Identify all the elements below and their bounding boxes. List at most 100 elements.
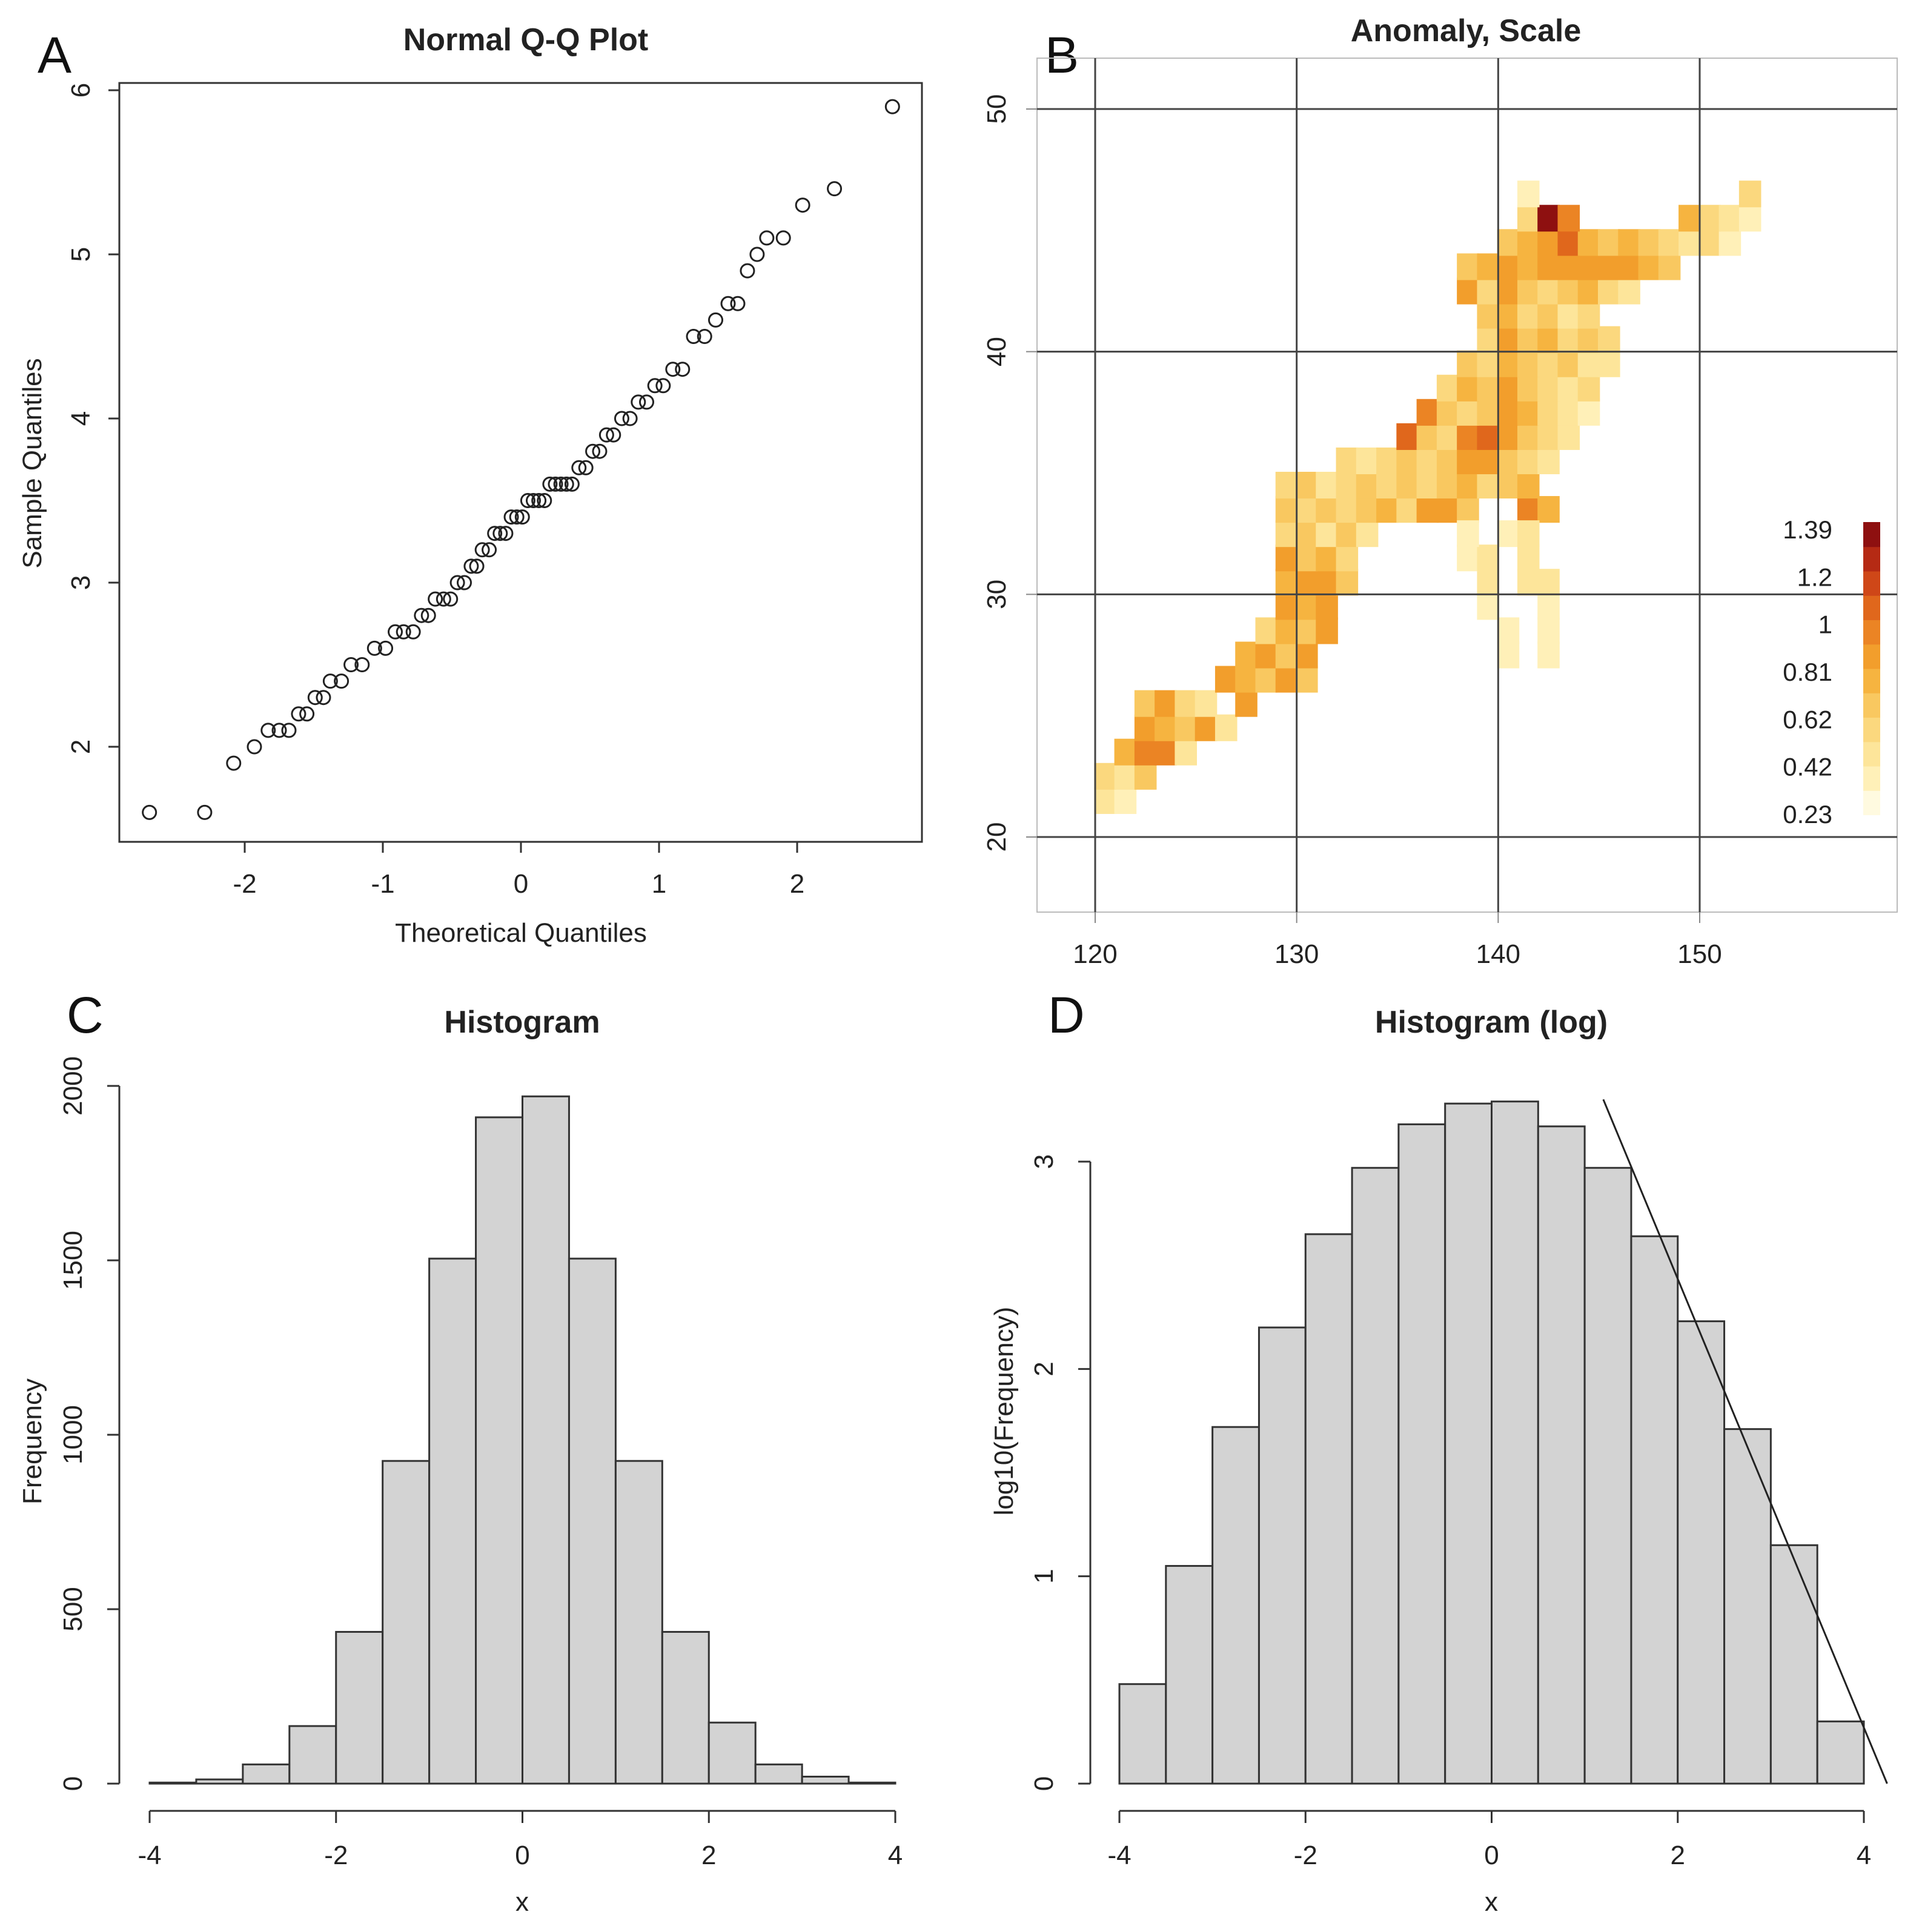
heatmap-cell [1738, 180, 1761, 208]
heatmap-cell [1537, 326, 1560, 353]
histogram-bar [195, 1778, 244, 1785]
legend-swatch [1863, 595, 1880, 620]
heatmap-cell [1598, 253, 1620, 280]
heatmap-cell [1457, 496, 1479, 523]
heatmap-cell [1557, 229, 1580, 256]
heatmap-cell [1718, 229, 1741, 256]
histogram-bar [1118, 1683, 1167, 1785]
qq-point [585, 443, 601, 459]
histogram-bar [1165, 1565, 1214, 1785]
heatmap-cell [1134, 738, 1157, 766]
heatmap-cell [1638, 253, 1661, 280]
heatmap-cell [1577, 302, 1600, 329]
y-tick-label: 3 [66, 575, 96, 590]
histogram-bar [522, 1095, 570, 1785]
legend-label: 1.39 [1783, 515, 1832, 544]
y-tick-label: 0 [58, 1776, 88, 1791]
heatmap-cell [1678, 205, 1701, 232]
qq-point [622, 411, 638, 426]
heatmap-cell [1416, 496, 1439, 523]
heatmap-cell [1497, 471, 1520, 499]
qq-point [307, 690, 323, 706]
heatmap-cell [1275, 471, 1298, 499]
qq-point [457, 575, 472, 591]
histogram-bars [148, 1095, 896, 1785]
histogram-bar [1491, 1100, 1539, 1785]
qq-point [260, 723, 276, 738]
x-axis: 120 130 140 150 [1073, 912, 1722, 969]
qq-point [578, 460, 594, 475]
y-tick-label: 40 [982, 337, 1012, 366]
heatmap-cell [1517, 447, 1540, 475]
x-axis: -4 -2 0 2 4 [138, 1810, 903, 1870]
x-tick-label: 4 [1857, 1841, 1871, 1870]
heatmap-cell [1517, 496, 1540, 523]
heatmap-cell [1618, 229, 1640, 256]
x-tick-label: -4 [138, 1841, 161, 1870]
qq-point [474, 542, 490, 558]
histogram-bar [1444, 1102, 1493, 1785]
heatmap-cell [1356, 496, 1379, 523]
histogram-bar [1537, 1125, 1586, 1785]
heatmap-cell [1557, 399, 1580, 426]
heatmap-cell [1215, 714, 1238, 741]
heatmap-cell [1114, 738, 1137, 766]
panel-c-histogram: C Histogram -4 -2 0 2 4 0 500 1000 1500 2000 x F… [18, 987, 903, 1917]
legend-label: 0.62 [1783, 705, 1832, 733]
heatmap-cell [1517, 399, 1540, 426]
heatmap-cell [1175, 714, 1197, 741]
heatmap-cell [1577, 374, 1600, 402]
x-tick-label: 150 [1677, 939, 1722, 969]
qq-point [482, 542, 497, 558]
qq-point [469, 558, 485, 574]
qq-point [322, 673, 338, 689]
histogram-bar [614, 1460, 663, 1785]
qq-point [366, 640, 382, 656]
x-axis: -2 -1 0 1 2 [233, 841, 804, 899]
heatmap-cell [1577, 326, 1600, 353]
heatmap-cell [1497, 229, 1520, 256]
y-tick-label: 2 [66, 739, 96, 754]
heatmap-cell [1195, 690, 1218, 717]
heatmap-cell [1698, 229, 1721, 256]
legend-label: 0.23 [1783, 800, 1832, 829]
legend-swatch [1863, 644, 1880, 669]
legend-label: 1.2 [1797, 563, 1832, 591]
qq-point [558, 476, 574, 492]
y-tick-label: 1 [1029, 1569, 1059, 1583]
qq-point [281, 723, 297, 738]
qq-point [526, 493, 542, 508]
chart-title: Anomaly, Scale [1351, 13, 1582, 48]
heatmap-cell [1497, 374, 1520, 402]
heatmap-cell [1275, 641, 1298, 669]
heatmap-cell [1497, 350, 1520, 377]
y-tick-label: 1500 [58, 1231, 88, 1290]
heatmap-cell [1497, 399, 1520, 426]
heatmap-cell [1517, 350, 1540, 377]
heatmap-cell [1557, 350, 1580, 377]
heatmap-cell [1517, 302, 1540, 329]
heatmap-cell [1537, 447, 1560, 475]
qq-point [514, 509, 530, 525]
chart-title: Histogram [444, 1005, 600, 1040]
heatmap-cell [1195, 714, 1218, 741]
heatmap-cell [1658, 229, 1681, 256]
heatmap-cell [1336, 447, 1359, 475]
heatmap-cell [1537, 423, 1560, 450]
x-tick-label: 2 [790, 869, 804, 899]
qq-point [503, 509, 519, 525]
qq-point [449, 575, 465, 591]
histogram-bar [1304, 1233, 1353, 1785]
qq-point [405, 624, 421, 640]
y-tick-label: 20 [982, 822, 1012, 852]
heatmap-cell [1698, 205, 1721, 232]
heatmap-cell [1517, 544, 1540, 572]
histogram-bar [1723, 1428, 1772, 1785]
qq-point [428, 591, 443, 607]
legend-swatch [1863, 668, 1880, 693]
heatmap-cell [1477, 569, 1499, 596]
heatmap-cell [1396, 423, 1419, 450]
heatmap-cell [1457, 277, 1479, 305]
heatmap-cell [1376, 447, 1399, 475]
heatmap-cell [1457, 399, 1479, 426]
